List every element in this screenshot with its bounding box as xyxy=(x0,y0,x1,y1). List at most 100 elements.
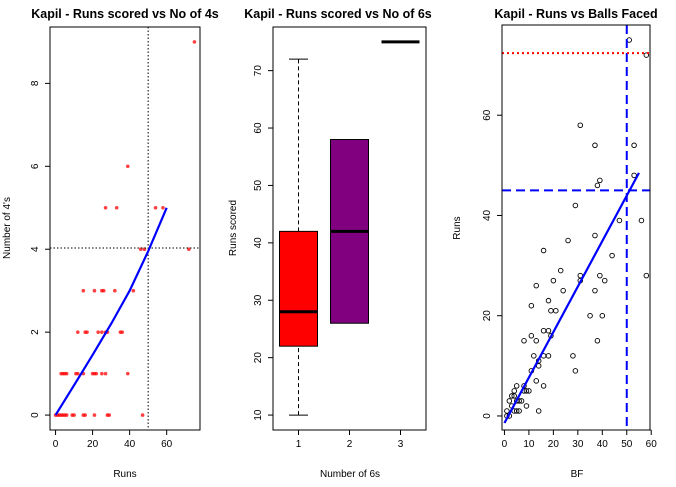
plot-area xyxy=(50,27,200,430)
data-point xyxy=(597,177,603,184)
y-tick-label: 2 xyxy=(30,329,41,335)
data-point xyxy=(113,288,117,293)
x-axis-label: Runs xyxy=(113,469,136,480)
data-point xyxy=(125,371,130,376)
data-point xyxy=(599,312,606,319)
data-point xyxy=(577,122,584,128)
data-point xyxy=(75,330,80,334)
panel-balls-faced: Kapil - Runs vs Balls Faced BF Runs 0 10 2… xyxy=(452,7,658,480)
data-point xyxy=(557,267,564,274)
data-point xyxy=(114,205,119,210)
data-point xyxy=(553,307,559,314)
data-point xyxy=(597,272,603,279)
data-point xyxy=(550,277,557,284)
data-point xyxy=(528,333,535,339)
data-point xyxy=(107,413,112,417)
data-point xyxy=(594,338,601,344)
y-tick-label: 30 xyxy=(253,294,264,306)
y-tick-label: 20 xyxy=(253,352,264,364)
chart-title: Kapil - Runs scored vs No of 6s xyxy=(244,7,432,21)
data-point xyxy=(540,247,547,254)
data-point xyxy=(643,272,650,279)
data-point xyxy=(565,237,571,244)
data-point xyxy=(631,142,637,149)
data-point xyxy=(192,40,197,44)
x-tick-label: 60 xyxy=(161,439,173,450)
data-point xyxy=(103,371,108,376)
data-point xyxy=(75,371,80,376)
data-point xyxy=(545,353,552,359)
data-point xyxy=(545,297,552,304)
x-tick-label: 10 xyxy=(523,439,535,450)
y-tick-label: 20 xyxy=(482,310,493,322)
data-point xyxy=(504,408,510,414)
box-body xyxy=(279,230,318,347)
data-point xyxy=(64,371,69,376)
data-point xyxy=(518,398,525,404)
y-tick-label: 8 xyxy=(30,80,41,86)
x-tick-label: 40 xyxy=(597,439,609,450)
x-tick-label: 40 xyxy=(124,439,136,450)
y-tick-label: 0 xyxy=(482,413,493,419)
data-point xyxy=(540,328,547,334)
data-point xyxy=(526,388,532,394)
chart-title: Kapil - Runs scored vs No of 4s xyxy=(31,7,219,21)
data-point xyxy=(609,252,615,259)
data-point xyxy=(85,330,89,334)
y-tick-label: 0 xyxy=(30,412,41,418)
y-tick-label: 60 xyxy=(253,122,264,134)
data-point xyxy=(535,408,542,414)
data-point xyxy=(161,205,165,210)
y-tick-label: 50 xyxy=(253,179,264,191)
data-point xyxy=(513,408,520,414)
data-point xyxy=(153,205,158,210)
data-point xyxy=(572,202,579,209)
data-point xyxy=(100,371,104,376)
data-point xyxy=(594,182,601,189)
data-point xyxy=(513,383,520,389)
data-point xyxy=(523,403,530,409)
data-point xyxy=(96,330,100,334)
x-tick-label: 20 xyxy=(87,439,99,450)
data-point xyxy=(533,338,539,344)
data-point xyxy=(511,393,517,399)
data-point xyxy=(100,330,104,334)
fit-line xyxy=(54,207,168,416)
data-point xyxy=(531,353,537,359)
y-axis-label: Number of 4's xyxy=(2,197,13,259)
data-point xyxy=(560,287,566,294)
data-point xyxy=(140,413,145,417)
data-point xyxy=(638,217,645,224)
data-point xyxy=(521,338,527,344)
x-tick-label: 60 xyxy=(646,439,658,450)
data-point xyxy=(592,232,598,239)
data-point xyxy=(572,368,579,374)
data-point xyxy=(92,288,97,293)
y-tick-label: 70 xyxy=(253,65,264,77)
x-tick-label: 3 xyxy=(398,439,404,450)
plot-area xyxy=(502,25,650,430)
data-point xyxy=(540,383,547,389)
data-point xyxy=(643,52,650,58)
plot-frame xyxy=(272,26,427,431)
y-tick-label: 40 xyxy=(482,209,493,221)
data-point xyxy=(616,217,623,224)
data-point xyxy=(506,398,513,404)
plot-area xyxy=(279,40,420,416)
x-axis-label: Number of 6s xyxy=(320,469,380,480)
data-point xyxy=(592,287,598,294)
y-tick-label: 4 xyxy=(30,246,41,252)
data-point xyxy=(523,388,530,394)
data-point xyxy=(101,288,106,293)
data-point xyxy=(570,353,576,359)
data-point xyxy=(545,328,552,334)
data-point xyxy=(509,393,515,399)
data-point xyxy=(548,307,554,314)
x-tick-label: 2 xyxy=(347,439,353,450)
panel-4s: Kapil - Runs scored vs No of 4s Runs Num… xyxy=(2,7,219,480)
data-point xyxy=(92,413,97,417)
data-point xyxy=(511,388,517,394)
y-tick-label: 6 xyxy=(30,163,41,169)
data-point xyxy=(83,413,87,417)
